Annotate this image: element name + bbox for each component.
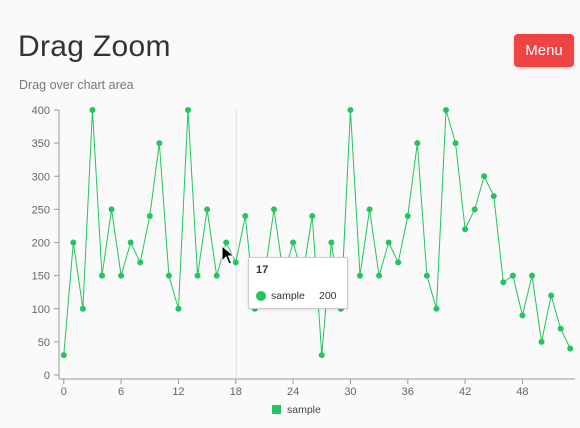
data-point: [567, 345, 574, 352]
x-tick-label: 18: [230, 386, 242, 398]
x-tick-label: 0: [61, 386, 67, 398]
x-tick-label: 30: [344, 386, 356, 398]
menu-button[interactable]: Menu: [514, 34, 574, 67]
x-tick-label: 12: [172, 386, 184, 398]
chart-tooltip: 17 sample 200: [248, 257, 348, 309]
data-point: [548, 292, 555, 299]
data-point: [309, 213, 316, 219]
data-point: [194, 272, 201, 279]
data-point: [385, 239, 392, 246]
data-point: [376, 272, 383, 279]
tooltip-title: 17: [256, 264, 269, 276]
data-point: [108, 206, 115, 213]
data-point: [118, 272, 125, 279]
legend-marker: [272, 405, 281, 414]
data-point: [509, 272, 516, 279]
data-point: [223, 239, 230, 246]
data-point: [213, 272, 220, 279]
x-tick-label: 48: [516, 386, 528, 398]
data-point: [89, 107, 96, 113]
legend-label: sample: [287, 404, 321, 416]
data-point: [500, 279, 507, 286]
x-tick-label: 42: [459, 386, 471, 398]
data-point: [328, 239, 335, 246]
tooltip-series-marker: [256, 291, 266, 301]
x-tick-label: 6: [118, 386, 124, 398]
y-tick-label: 350: [32, 138, 50, 150]
y-tick-label: 400: [32, 105, 50, 117]
data-point: [557, 325, 564, 332]
data-point: [204, 206, 211, 213]
data-point: [79, 305, 86, 312]
data-point: [471, 206, 478, 213]
data-point: [271, 206, 277, 213]
y-tick-label: 0: [44, 370, 50, 382]
tooltip-series-value: 200: [319, 290, 337, 302]
data-point: [290, 239, 297, 246]
data-point: [127, 239, 134, 246]
data-point: [70, 239, 77, 246]
data-point: [318, 352, 325, 359]
mouse-cursor-icon: [221, 245, 236, 265]
y-tick-label: 50: [38, 337, 50, 349]
data-point: [175, 305, 182, 312]
data-point: [443, 107, 449, 113]
data-point: [357, 272, 363, 279]
data-point: [529, 272, 535, 279]
data-point: [99, 272, 105, 279]
data-point: [538, 338, 545, 345]
data-point: [146, 213, 153, 219]
data-point: [137, 259, 144, 266]
tooltip-series-name: sample: [271, 290, 305, 302]
data-point: [452, 140, 459, 147]
data-point: [242, 213, 249, 219]
data-point: [156, 140, 163, 147]
data-point: [60, 352, 67, 359]
data-point: [395, 259, 402, 266]
data-point: [433, 305, 440, 312]
y-tick-label: 200: [32, 238, 50, 250]
data-point: [185, 107, 191, 113]
data-point: [481, 173, 488, 180]
x-tick-label: 36: [402, 386, 414, 398]
y-tick-label: 100: [32, 304, 50, 316]
page-title: Drag Zoom: [18, 30, 171, 63]
x-tick-label: 24: [287, 386, 299, 398]
series-line: [63, 109, 571, 356]
data-point: [366, 206, 373, 213]
y-tick-label: 300: [32, 171, 50, 183]
data-point: [462, 226, 469, 233]
data-point: [232, 259, 239, 266]
y-tick-label: 150: [32, 271, 50, 283]
data-point: [347, 107, 354, 113]
data-point: [490, 193, 497, 200]
page-subtitle: Drag over chart area: [19, 78, 134, 92]
data-point: [423, 272, 430, 279]
data-point: [404, 213, 411, 219]
data-point: [414, 140, 421, 147]
data-point: [165, 272, 172, 279]
data-point: [519, 312, 526, 319]
y-tick-label: 250: [32, 204, 50, 216]
